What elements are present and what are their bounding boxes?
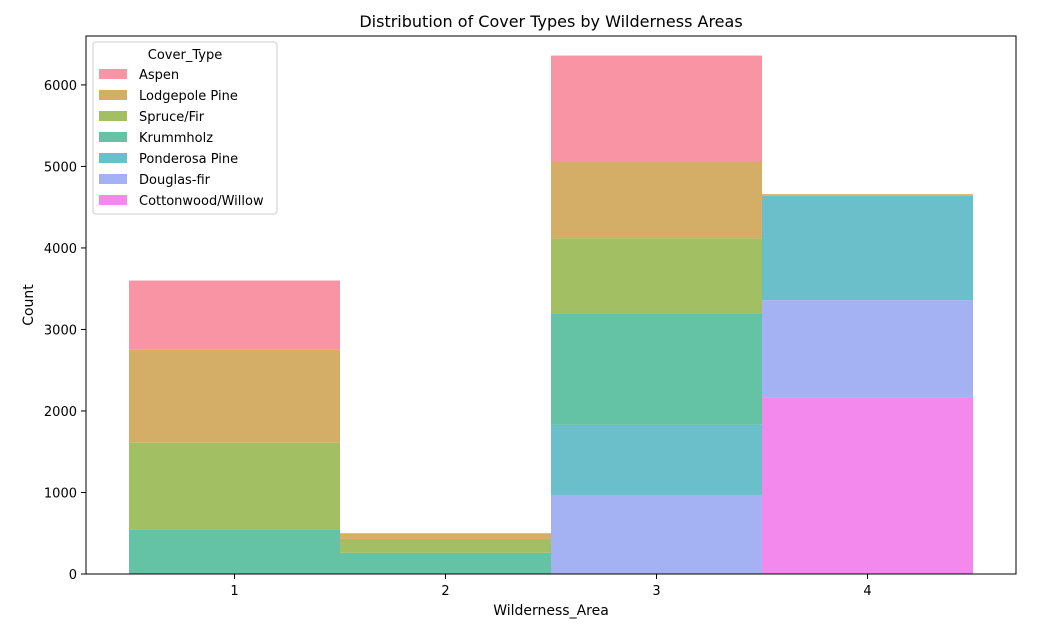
y-tick-label: 2000 xyxy=(44,405,77,420)
legend-title: Cover_Type xyxy=(148,48,222,63)
bars-group xyxy=(129,55,973,574)
bar-segment xyxy=(129,349,340,443)
legend-box xyxy=(92,41,278,215)
legend-label: Cottonwood/Willow xyxy=(139,194,264,209)
legend-items: Aspen Lodgepole Pine Spruce/Fir Krummholz Po… xyxy=(99,68,264,209)
bar-segment xyxy=(551,238,762,314)
bar-segment xyxy=(340,552,551,574)
bar-segment xyxy=(129,442,340,530)
y-tick-label: 5000 xyxy=(44,160,77,175)
chart-title: Distribution of Cover Types by Wildernes… xyxy=(359,12,742,31)
x-tick-label: 2 xyxy=(441,584,449,599)
legend-swatch xyxy=(99,174,127,184)
legend-swatch xyxy=(99,111,127,121)
bar-segment xyxy=(551,161,762,239)
bar-segment xyxy=(762,397,973,574)
x-axis-label: Wilderness_Area xyxy=(493,603,609,619)
y-tick-label: 3000 xyxy=(44,323,77,338)
x-axis: 1 2 3 4 xyxy=(230,574,872,599)
y-tick-label: 4000 xyxy=(44,242,77,257)
legend-label: Lodgepole Pine xyxy=(139,89,238,104)
bar-segment xyxy=(551,494,762,574)
legend-label: Krummholz xyxy=(139,131,213,146)
bar-segment xyxy=(129,529,340,574)
legend-swatch xyxy=(99,195,127,205)
y-tick-label: 0 xyxy=(69,568,77,583)
legend-swatch xyxy=(99,132,127,142)
legend-swatch xyxy=(99,153,127,163)
legend-swatch xyxy=(99,90,127,100)
bar-segment xyxy=(762,195,973,301)
bar-segment xyxy=(129,280,340,350)
x-tick-label: 4 xyxy=(863,584,871,599)
y-axis: 0 1000 2000 3000 4000 5000 6000 xyxy=(44,79,86,583)
y-axis-label: Count xyxy=(21,284,37,326)
bar-segment xyxy=(340,538,551,553)
legend-label: Ponderosa Pine xyxy=(139,152,238,167)
x-tick-label: 3 xyxy=(652,584,660,599)
bar-segment xyxy=(762,194,973,196)
x-tick-label: 1 xyxy=(230,584,238,599)
legend: Cover_Type Aspen Lodgepole Pine Spruce/Fir… xyxy=(92,41,278,215)
bar-segment xyxy=(551,55,762,162)
legend-label: Aspen xyxy=(139,68,179,83)
legend-label: Spruce/Fir xyxy=(139,110,205,125)
bar-segment xyxy=(551,313,762,425)
y-tick-label: 6000 xyxy=(44,79,77,94)
bar-segment xyxy=(762,300,973,398)
bar-segment xyxy=(340,533,551,539)
legend-swatch xyxy=(99,69,127,79)
plot-frame xyxy=(85,35,1017,575)
y-tick-label: 1000 xyxy=(44,486,77,501)
bar-segment xyxy=(551,424,762,495)
legend-label: Douglas-fir xyxy=(139,173,211,188)
